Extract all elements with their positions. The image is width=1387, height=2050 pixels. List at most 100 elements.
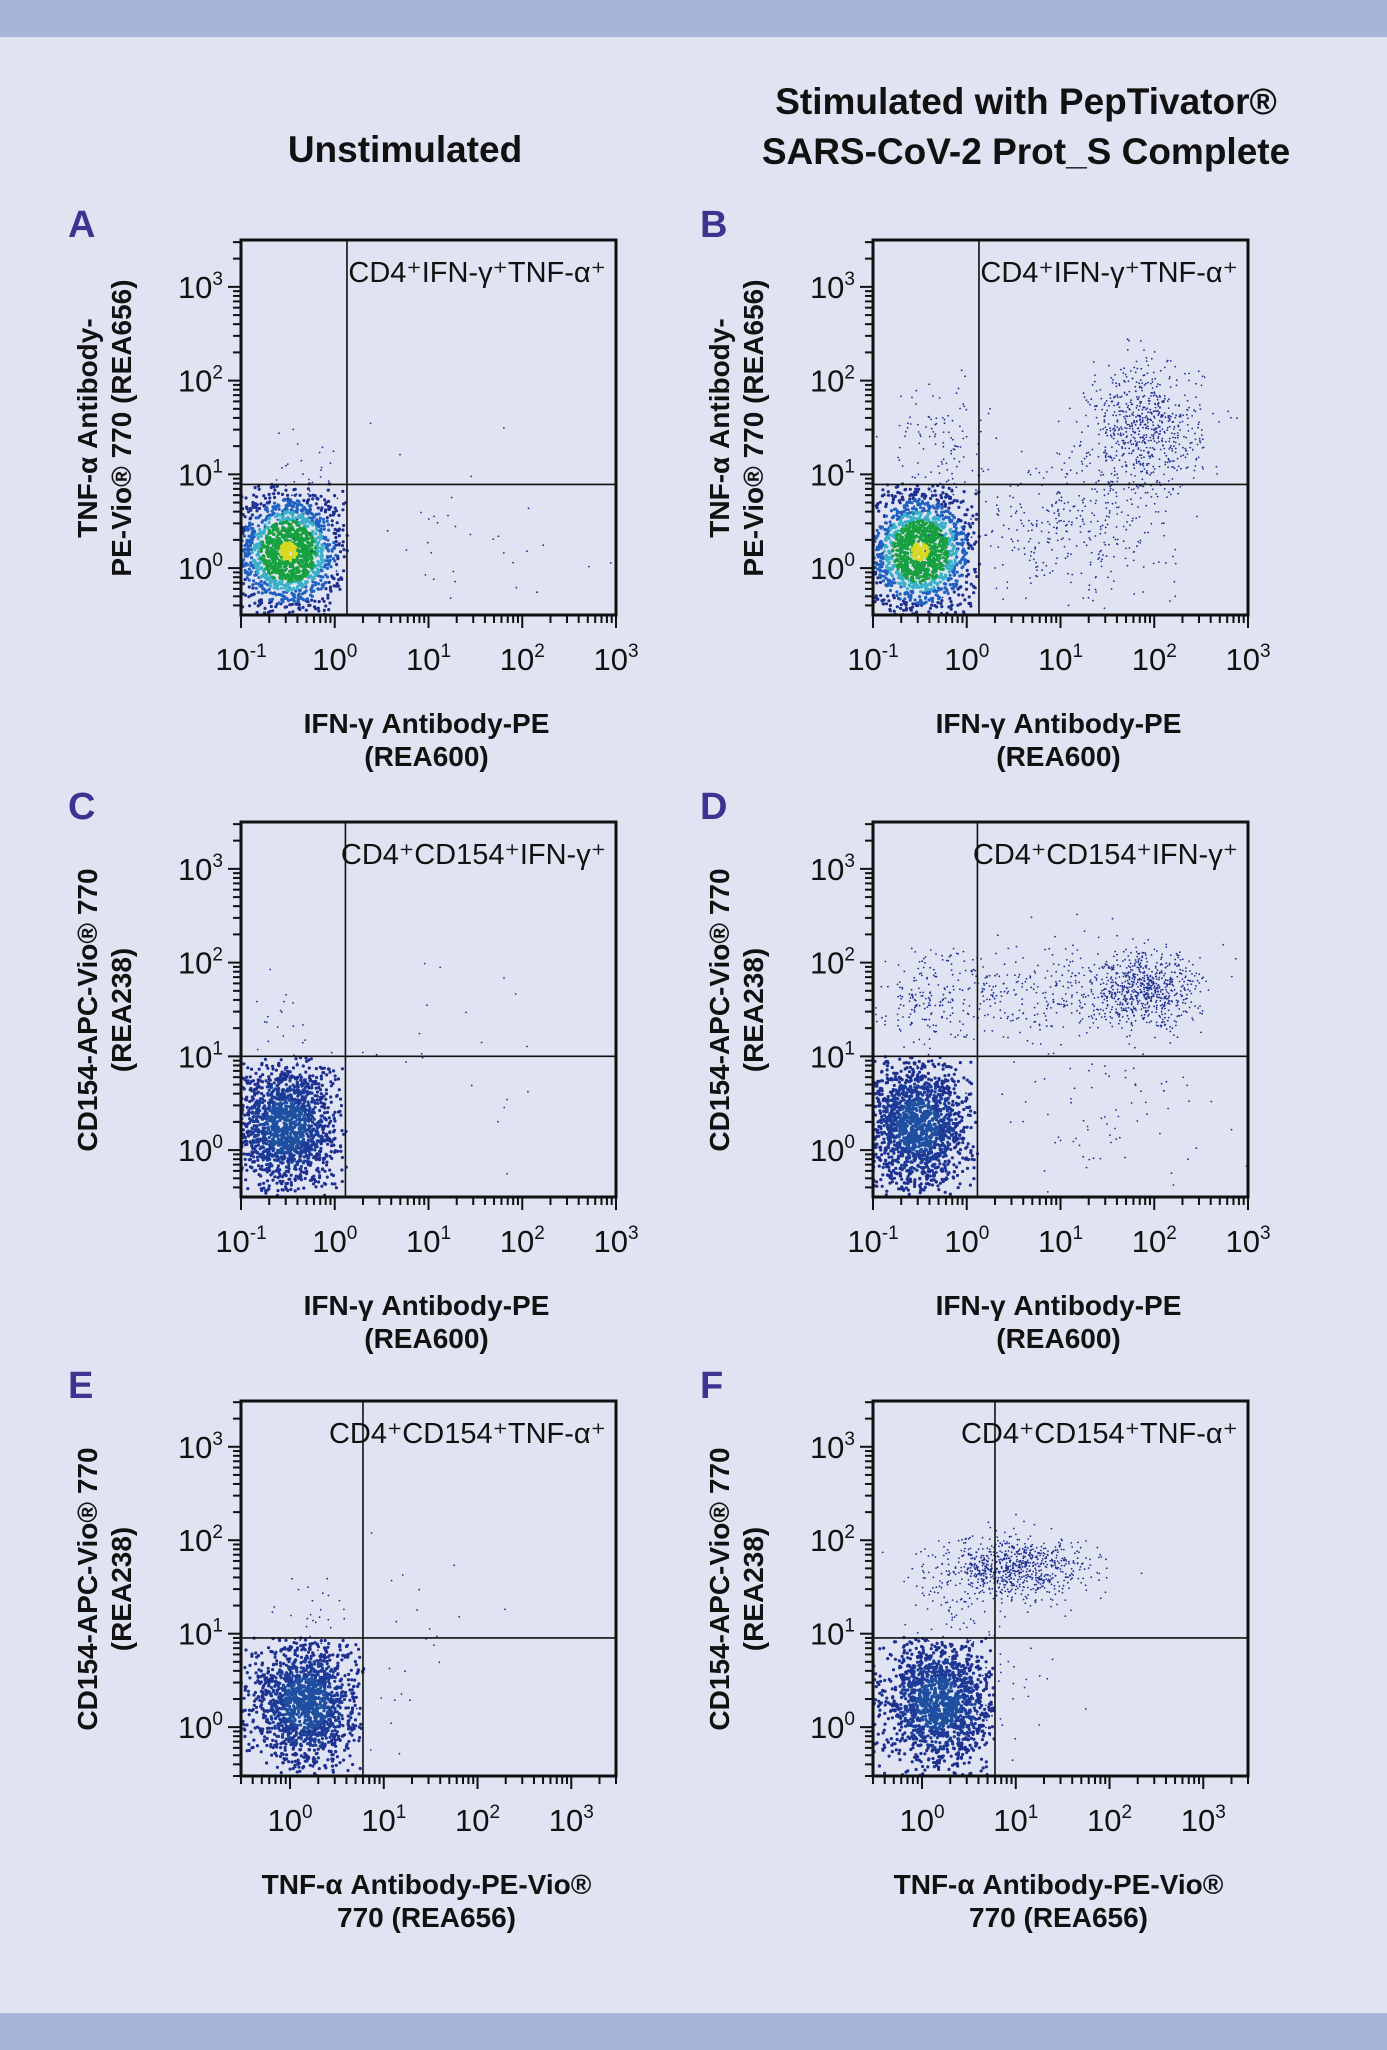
event-dot bbox=[961, 549, 965, 553]
event-dot bbox=[304, 532, 308, 536]
event-dot bbox=[320, 469, 322, 471]
event-dot bbox=[1180, 455, 1182, 458]
event-dot bbox=[919, 513, 923, 517]
event-dot bbox=[288, 1076, 292, 1080]
event-dot bbox=[1113, 467, 1116, 470]
event-dot bbox=[1173, 432, 1176, 435]
event-dot bbox=[957, 445, 959, 448]
event-dot bbox=[947, 605, 951, 609]
event-dot bbox=[1051, 466, 1053, 469]
event-dot bbox=[1115, 454, 1118, 457]
event-dot bbox=[246, 525, 250, 530]
event-dot bbox=[1130, 434, 1133, 436]
event-dot bbox=[1142, 485, 1145, 488]
event-dot bbox=[1067, 572, 1069, 575]
event-dot bbox=[327, 1121, 331, 1125]
event-dot bbox=[927, 610, 931, 614]
event-dot bbox=[1006, 581, 1009, 583]
event-dot bbox=[1069, 469, 1072, 472]
event-dot bbox=[296, 585, 300, 589]
event-dot bbox=[1103, 541, 1106, 544]
event-dot bbox=[325, 555, 330, 559]
event-dot bbox=[1055, 562, 1057, 565]
event-dot bbox=[245, 507, 249, 511]
tick-exponent: 0 bbox=[347, 641, 358, 662]
event-dot bbox=[295, 523, 299, 527]
event-dot bbox=[1103, 451, 1106, 454]
event-dot bbox=[1164, 463, 1167, 466]
event-dot bbox=[1151, 453, 1153, 456]
event-dot bbox=[1179, 485, 1182, 488]
event-dot bbox=[328, 555, 332, 559]
event-dot bbox=[322, 1138, 327, 1142]
event-dot bbox=[243, 515, 247, 519]
event-dot bbox=[1110, 456, 1113, 459]
event-dot bbox=[1070, 581, 1072, 584]
event-dot bbox=[1195, 382, 1197, 385]
event-dot bbox=[1148, 455, 1151, 457]
event-dot bbox=[297, 538, 301, 542]
event-dot bbox=[328, 601, 332, 605]
event-dot bbox=[252, 1155, 256, 1159]
event-dot bbox=[1159, 369, 1162, 372]
event-dot bbox=[915, 389, 918, 392]
event-dot bbox=[263, 606, 267, 610]
event-dot bbox=[1143, 441, 1146, 443]
event-dot bbox=[339, 1149, 343, 1153]
event-dot bbox=[1158, 440, 1160, 443]
event-dot bbox=[1194, 465, 1197, 467]
event-dot bbox=[917, 423, 919, 426]
event-dot bbox=[1029, 538, 1032, 540]
event-dot bbox=[1132, 463, 1135, 466]
event-dot bbox=[1034, 547, 1036, 550]
event-dot bbox=[906, 520, 910, 524]
event-dot bbox=[336, 1077, 341, 1081]
event-dot bbox=[333, 1078, 337, 1082]
event-dot bbox=[1165, 440, 1167, 443]
event-dot bbox=[263, 496, 268, 500]
event-dot bbox=[915, 403, 917, 405]
event-dot bbox=[327, 1116, 331, 1120]
event-dot bbox=[946, 468, 949, 471]
event-dot bbox=[930, 490, 933, 493]
event-dot bbox=[900, 550, 904, 554]
event-dot bbox=[909, 416, 911, 419]
event-dot bbox=[324, 604, 328, 608]
event-dot bbox=[952, 448, 955, 450]
event-dot bbox=[1111, 459, 1114, 462]
event-dot bbox=[327, 580, 331, 584]
event-dot bbox=[911, 396, 913, 399]
event-dot bbox=[263, 525, 266, 528]
tick-base: 10 bbox=[1038, 642, 1072, 677]
event-dot bbox=[1122, 525, 1125, 528]
event-dot bbox=[1198, 404, 1201, 406]
event-dot bbox=[1153, 428, 1155, 431]
event-dot bbox=[337, 578, 341, 582]
event-dot bbox=[288, 1079, 292, 1083]
event-dot bbox=[1079, 525, 1082, 528]
event-dot bbox=[891, 554, 895, 558]
event-dot bbox=[1118, 383, 1120, 385]
event-dot bbox=[1020, 450, 1023, 453]
event-dot bbox=[293, 501, 297, 505]
event-dot bbox=[900, 535, 904, 539]
event-dot bbox=[950, 501, 954, 505]
event-dot bbox=[1099, 525, 1102, 528]
event-dot bbox=[1171, 421, 1174, 423]
event-dot bbox=[432, 578, 435, 581]
event-dot bbox=[1115, 450, 1118, 453]
event-dot bbox=[892, 609, 896, 613]
event-dot bbox=[1138, 460, 1141, 463]
event-dot bbox=[905, 557, 909, 562]
event-dot bbox=[1134, 371, 1137, 374]
event-dot bbox=[1152, 562, 1155, 565]
event-dot bbox=[961, 593, 965, 597]
event-dot bbox=[938, 580, 942, 584]
event-dot bbox=[1020, 506, 1023, 509]
event-dot bbox=[1174, 548, 1177, 551]
event-dot bbox=[1035, 523, 1038, 526]
event-dot bbox=[333, 506, 337, 510]
event-dot bbox=[1035, 467, 1038, 470]
event-dot bbox=[907, 422, 909, 425]
event-dot bbox=[320, 1139, 324, 1143]
